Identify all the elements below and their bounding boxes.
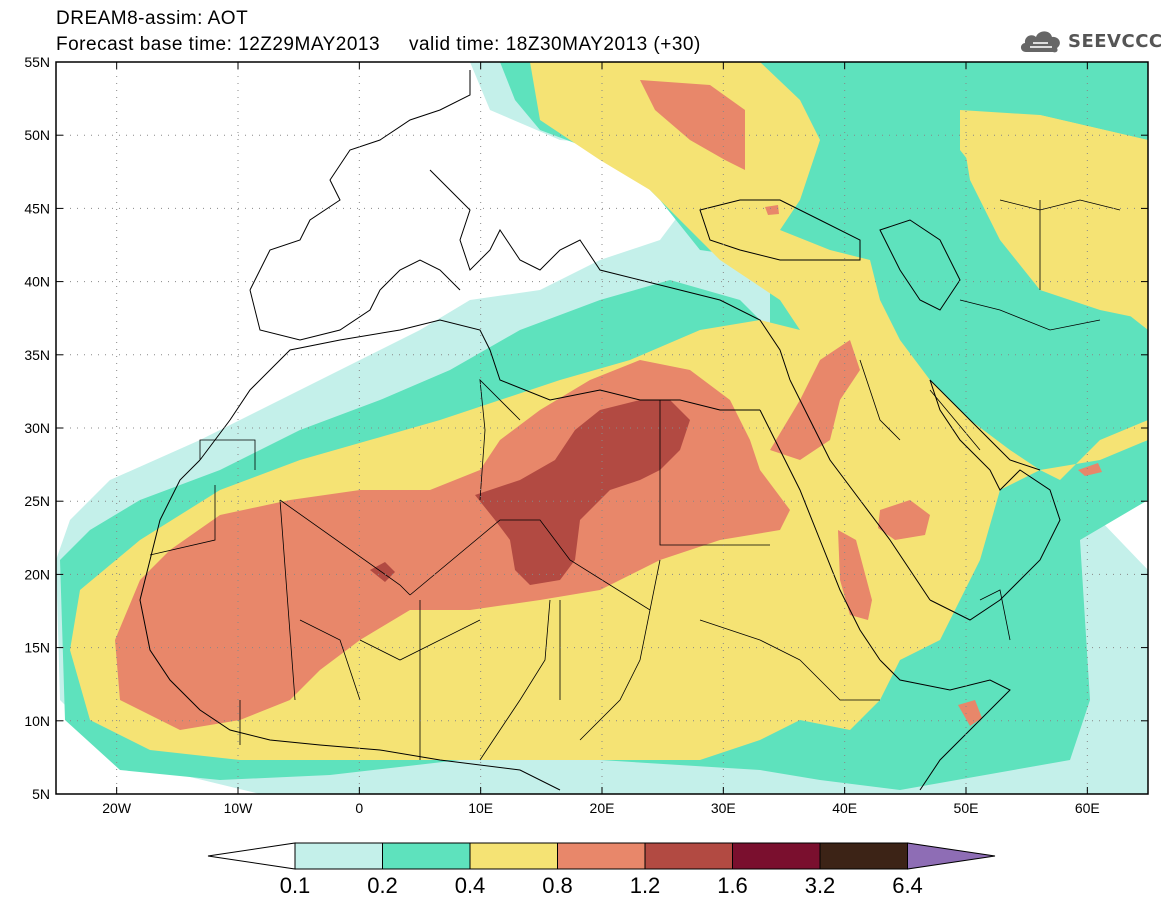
lon-tick-label: 10E <box>468 800 493 816</box>
aot-band-0.8 <box>770 340 860 460</box>
aot-band-0.8 <box>640 80 745 170</box>
lon-tick-label: 20W <box>102 800 132 816</box>
legend-swatch <box>469 842 558 870</box>
legend-label: 3.2 <box>805 873 836 898</box>
coastline-red-sea <box>759 379 931 661</box>
legend-swatch <box>382 842 471 870</box>
aot-band-0.8 <box>765 205 779 215</box>
legend-label: 0.8 <box>542 873 573 898</box>
lat-tick-label: 30N <box>24 420 50 436</box>
legend-label: 0.1 <box>280 873 311 898</box>
aot-band-1.2 <box>475 400 690 585</box>
forecast-time-line: Forecast base time: 12Z29MAY2013 valid t… <box>56 34 701 56</box>
coastline-black-sea <box>699 199 861 261</box>
seevccc-logo: SEEVCCC <box>1018 26 1163 56</box>
legend-label: 6.4 <box>892 873 923 898</box>
coastline-mediterranean-east <box>639 279 791 381</box>
valid-time-label: valid time: 18Z30MAY2013 (+30) <box>408 34 701 55</box>
aot-band-0.8 <box>878 500 930 540</box>
base-time-label: Forecast base time: 12Z29MAY2013 <box>56 34 381 55</box>
legend-swatch <box>557 842 646 870</box>
legend-swatch <box>294 842 383 870</box>
lat-tick-label: 20N <box>24 566 50 582</box>
chart-title: DREAM8-assim: AOT <box>56 8 249 29</box>
coastline-caspian-sea <box>879 219 961 311</box>
lon-tick-label: 10W <box>224 800 254 816</box>
lat-tick-label: 35N <box>24 347 50 363</box>
lon-tick-label: 50E <box>954 800 979 816</box>
aot-band-0.8 <box>958 700 982 726</box>
logo-text: SEEVCCC <box>1068 30 1163 52</box>
legend-label: 0.4 <box>455 873 486 898</box>
coastline-arabia <box>929 379 1061 621</box>
lat-tick-label: 55N <box>24 54 50 70</box>
color-legend: 0.1 0.2 0.4 0.8 1.2 1.6 3.2 6.4 <box>207 842 996 898</box>
lon-tick-label: 60E <box>1075 800 1100 816</box>
lon-tick-label: 40E <box>832 800 857 816</box>
coastline-persian-gulf <box>929 379 1041 471</box>
cloud-icon <box>1020 31 1060 53</box>
axis-ticks: 20W 10W 0 10E 20E 30E 40E 50E 60E 55N 50N 45N 40N 35N… <box>24 54 1148 816</box>
aot-band-0.8 <box>838 530 872 620</box>
legend-swatch <box>732 842 821 870</box>
lat-tick-label: 15N <box>24 640 50 656</box>
legend-swatch <box>819 842 908 870</box>
legend-label: 0.2 <box>367 873 398 898</box>
coastline-west-europe <box>249 70 641 341</box>
lon-tick-label: 20E <box>590 800 615 816</box>
lat-tick-label: 10N <box>24 713 50 729</box>
lon-tick-label: 0 <box>355 800 363 816</box>
aot-band-0.8 <box>1078 463 1102 476</box>
coastline-horn-of-africa <box>879 659 1011 791</box>
legend-label: 1.2 <box>630 873 661 898</box>
legend-swatch <box>644 842 733 870</box>
lat-tick-label: 5N <box>32 786 50 802</box>
aot-band-0.4 <box>960 115 1148 320</box>
legend-under-arrow <box>207 842 296 870</box>
lat-tick-label: 45N <box>24 200 50 216</box>
country-borders <box>149 199 1121 761</box>
lon-tick-label: 30E <box>711 800 736 816</box>
border-line <box>149 199 1121 761</box>
lat-tick-label: 40N <box>24 274 50 290</box>
lat-tick-label: 25N <box>24 493 50 509</box>
legend-label: 1.6 <box>717 873 748 898</box>
lat-tick-label: 50N <box>24 127 50 143</box>
legend-over-arrow <box>907 842 996 870</box>
